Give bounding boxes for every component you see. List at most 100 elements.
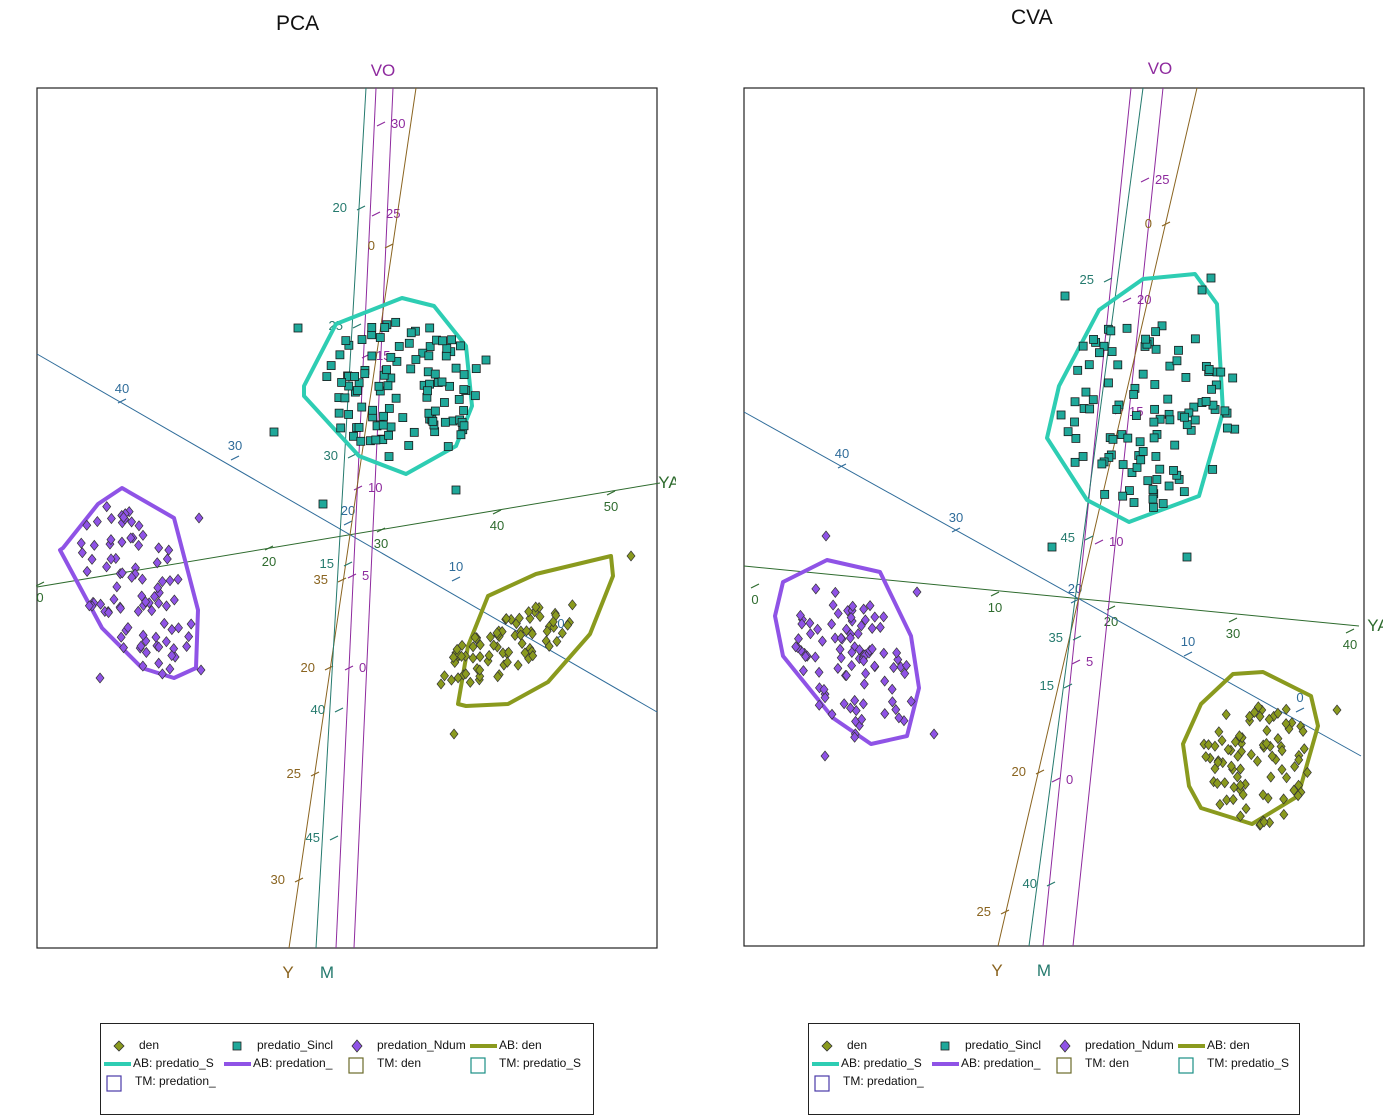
tick-mark	[1122, 297, 1132, 303]
data-point-predation-ndum	[836, 652, 846, 664]
data-point-predatio-sincl	[1150, 404, 1160, 414]
data-point-predation-ndum	[900, 667, 910, 680]
legend-label: TM: predatio_S	[1207, 1056, 1290, 1070]
data-point-predation-ndum	[850, 731, 860, 743]
hollow-square-icon	[814, 1075, 830, 1092]
tick-mark	[990, 591, 1000, 597]
data-point-predation-ndum	[887, 683, 897, 695]
data-point-predation-ndum	[847, 646, 857, 658]
data-point-den	[513, 659, 523, 671]
data-point-predation-ndum	[865, 600, 875, 612]
square-icon	[940, 1041, 950, 1051]
data-point-predatio-sincl	[1129, 498, 1139, 507]
tick-mark	[1228, 617, 1238, 623]
data-point-den	[1252, 755, 1262, 767]
data-point-predatio-sincl	[1220, 406, 1230, 416]
data-point-predatio-sincl	[326, 361, 336, 370]
tick-label: 45	[306, 830, 320, 845]
data-point-den	[548, 616, 558, 628]
data-point-predation-ndum	[835, 643, 845, 655]
data-point-predatio-sincl	[1106, 326, 1116, 336]
data-point-den	[552, 635, 562, 648]
tick-label: 45	[1061, 530, 1075, 545]
data-point-predation-ndum	[89, 539, 99, 551]
tick-label: 40	[1343, 637, 1357, 652]
data-point-predation-ndum	[870, 660, 880, 672]
data-point-predatio-sincl	[1151, 327, 1161, 337]
data-point-den	[1255, 710, 1265, 723]
tick-label: 30	[324, 448, 338, 463]
data-point-den	[1201, 751, 1211, 763]
data-point-predatio-sincl	[406, 364, 416, 374]
data-point-predatio-sincl	[1155, 464, 1165, 474]
data-point-predatio-sincl	[1104, 453, 1114, 462]
tick-mark	[230, 455, 240, 461]
data-point-predatio-sincl	[411, 355, 421, 364]
data-point-predatio-sincl	[1071, 434, 1081, 443]
data-point-predatio-sincl	[335, 350, 345, 360]
data-point-predatio-sincl	[1189, 402, 1199, 412]
data-point-predation-ndum	[95, 672, 105, 684]
data-point-predation-ndum	[833, 662, 843, 674]
data-point-den	[1262, 725, 1272, 737]
tick-mark	[1103, 277, 1113, 283]
data-point-predatio-sincl	[1179, 487, 1189, 497]
data-point-predatio-sincl	[1174, 345, 1183, 355]
data-point-predatio-sincl	[1085, 404, 1095, 414]
data-point-predatio-sincl	[382, 365, 391, 375]
hull-den	[1181, 670, 1320, 826]
data-point-predatio-sincl	[1136, 455, 1146, 465]
data-point-predation-ndum	[127, 571, 137, 583]
data-point-predatio-sincl	[1148, 485, 1158, 494]
data-point-predatio-sincl	[352, 386, 362, 395]
data-point-predation-ndum	[887, 696, 897, 708]
tick-mark	[1000, 909, 1010, 915]
tick-mark	[347, 453, 357, 459]
tick-label: 20	[1137, 292, 1151, 307]
data-point-predation-ndum	[194, 512, 204, 524]
data-point-predatio-sincl	[1197, 285, 1207, 295]
data-point-predation-ndum	[806, 628, 815, 640]
data-point-predation-ndum	[134, 520, 144, 532]
data-point-den	[1228, 793, 1238, 806]
data-point-predation-ndum	[165, 575, 175, 587]
data-point-den	[1241, 803, 1251, 815]
data-point-den	[1221, 708, 1231, 721]
data-point-predatio-sincl	[1157, 321, 1167, 331]
data-point-predatio-sincl	[442, 343, 452, 353]
data-point-predation-ndum	[167, 649, 177, 662]
tick-label: 10	[368, 480, 382, 495]
data-point-den	[484, 649, 494, 662]
data-point-den	[1302, 766, 1312, 779]
data-point-den	[514, 612, 524, 624]
data-point-predatio-sincl	[1149, 503, 1158, 512]
data-point-predatio-sincl	[1095, 348, 1104, 358]
data-point-predatio-sincl	[1151, 452, 1161, 461]
tick-mark	[1063, 683, 1073, 689]
tick-mark	[36, 581, 45, 587]
data-point-den	[452, 643, 462, 655]
data-point-predation-ndum	[870, 611, 880, 623]
legend-label: TM: den	[377, 1056, 422, 1070]
data-point-predatio-sincl	[1216, 367, 1226, 377]
data-point-predation-ndum	[162, 600, 171, 612]
tick-label: 20	[341, 503, 355, 518]
data-point-den	[1215, 798, 1225, 810]
data-point-predatio-sincl	[1056, 410, 1066, 420]
data-point-predation-ndum	[186, 618, 196, 630]
data-point-predation-ndum	[912, 586, 922, 598]
data-point-predation-ndum	[880, 708, 890, 720]
data-point-predatio-sincl	[451, 363, 461, 373]
hull-den	[456, 554, 615, 708]
data-point-predation-ndum	[879, 611, 889, 623]
data-point-predation-ndum	[845, 702, 855, 714]
data-point-predatio-sincl	[357, 402, 367, 412]
tick-label: 35	[314, 572, 328, 587]
data-point-predation-ndum	[154, 542, 164, 554]
legend-label: AB: predation_	[961, 1056, 1041, 1070]
data-point-den	[528, 650, 538, 662]
plot-frame	[36, 87, 658, 949]
data-point-predatio-sincl	[456, 341, 465, 351]
data-point-predation-ndum	[858, 698, 868, 710]
plot-frame	[743, 87, 1365, 947]
